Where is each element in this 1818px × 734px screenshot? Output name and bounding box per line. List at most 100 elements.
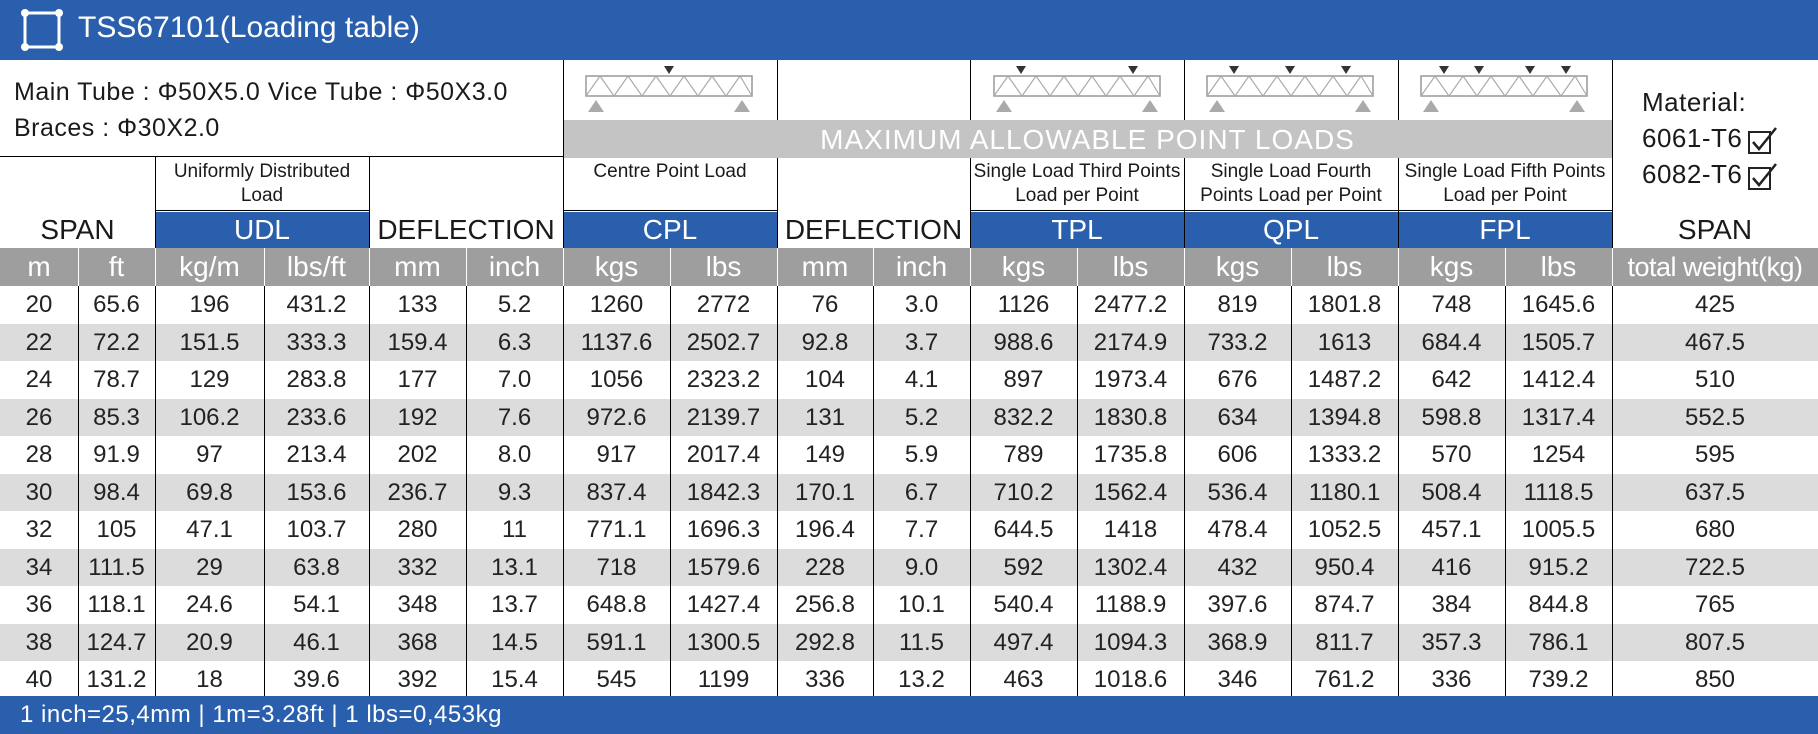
- table-cell: 65.6: [93, 291, 140, 318]
- table-cell: 1394.8: [1307, 403, 1382, 431]
- unit-label: lbs: [705, 251, 742, 282]
- table-cell: 457.1: [1421, 516, 1482, 543]
- table-cell: 368.9: [1207, 628, 1268, 656]
- table-cell: 540.4: [993, 591, 1054, 618]
- grid-line: [670, 286, 671, 696]
- grid-line: [1612, 286, 1613, 696]
- table-cell: 1052.5: [1307, 516, 1382, 543]
- grid-line: [970, 210, 1612, 211]
- table-cell: 761.2: [1314, 666, 1375, 693]
- table-cell: 22: [25, 328, 53, 356]
- table-cell: 2174.9: [1093, 328, 1168, 356]
- table-cell: 508.4: [1421, 478, 1482, 506]
- table-cell: 710.2: [993, 478, 1054, 506]
- table-cell: 1300.5: [686, 628, 761, 656]
- unit-label: mm: [801, 251, 849, 282]
- table-cell: 9.0: [904, 553, 939, 581]
- table-cell: 129: [189, 366, 230, 393]
- table-cell: 648.8: [586, 591, 647, 618]
- table-cell: 837.4: [586, 478, 647, 506]
- table-cell: 1302.4: [1093, 553, 1168, 581]
- table-cell: 416: [1431, 553, 1472, 581]
- table-cell: 917: [596, 441, 637, 468]
- grid-line: [670, 248, 671, 286]
- table-cell: 850: [1694, 666, 1736, 693]
- table-cell: 915.2: [1528, 553, 1589, 581]
- table-row: 40 131.2 18 39.6 392 15.4 545 1199 336 13.2 463 101…: [0, 661, 1818, 699]
- cpl-description: Centre Point Load: [593, 161, 747, 182]
- cpl-header: CPL: [563, 212, 777, 248]
- table-cell: 807.5: [1684, 628, 1746, 656]
- grid-line: [155, 248, 156, 286]
- table-cell: 18: [196, 666, 223, 693]
- table-cell: 718: [596, 553, 637, 581]
- page-title: TSS67101(Loading table): [78, 11, 420, 44]
- table-cell: 92.8: [801, 328, 849, 356]
- table-row: 22 72.2 151.5 333.3 159.4 6.3 1137.6 2502.7 92.8…: [0, 323, 1818, 361]
- grid-line: [466, 286, 467, 696]
- grid-line: [1505, 286, 1506, 696]
- table-cell: 13.1: [491, 553, 538, 581]
- table-cell: 748: [1431, 291, 1472, 318]
- table-cell: 6.3: [497, 328, 532, 356]
- grid-line: [155, 210, 369, 211]
- table-cell: 1199: [697, 666, 750, 693]
- table-cell: 26: [25, 403, 53, 431]
- table-cell: 111.5: [88, 553, 145, 581]
- table-cell: 196: [189, 291, 230, 318]
- unit-label: lbs/ft: [286, 251, 347, 282]
- grid-line: [970, 60, 971, 120]
- table-cell: 644.5: [993, 516, 1054, 543]
- table-cell: 149: [804, 441, 846, 468]
- table-cell: 2772: [696, 291, 751, 318]
- table-cell: 786.1: [1528, 628, 1589, 656]
- table-row: 32 105 47.1 103.7 280 11 771.1 1696.3 196.4 7.7 64…: [0, 511, 1818, 549]
- qpl-header: QPL: [1262, 214, 1320, 245]
- table-cell: 8.0: [497, 441, 532, 468]
- udl-header: UDL: [155, 212, 369, 248]
- table-cell: 1579.6: [686, 553, 761, 581]
- grid-line: [369, 156, 370, 248]
- table-cell: 133: [397, 291, 438, 318]
- table-cell: 1505.7: [1521, 328, 1596, 356]
- fifth-points-load-diagram: [1420, 66, 1588, 112]
- table-cell: 357.3: [1421, 628, 1482, 656]
- table-cell: 106.2: [179, 403, 240, 431]
- table-cell: 20.9: [186, 628, 233, 656]
- table-cell: 552.5: [1684, 403, 1746, 431]
- grid-line: [78, 248, 79, 286]
- table-cell: 3.0: [904, 291, 939, 318]
- grid-line: [1398, 248, 1399, 286]
- table-cell: 1094.3: [1093, 628, 1168, 656]
- grid-line: [369, 248, 370, 286]
- table-cell: 192: [397, 403, 438, 431]
- table-cell: 384: [1431, 591, 1472, 618]
- unit-row: m ft kg/m lbs/ft mm inch kgs lbs mm inch kgs lbs kgs…: [0, 248, 1818, 286]
- table-cell: 131.2: [86, 666, 147, 693]
- spec-main-tube: Main Tube : Φ50X5.0 Vice Tube : Φ50X3.0: [14, 78, 508, 106]
- table-cell: 819: [1217, 291, 1258, 318]
- grid-line: [264, 248, 265, 286]
- table-cell: 1126: [997, 291, 1050, 318]
- grid-line: [1184, 248, 1185, 286]
- table-cell: 236.7: [387, 478, 448, 506]
- table-cell: 292.8: [794, 628, 856, 656]
- table-cell: 1973.4: [1093, 366, 1168, 393]
- grid-line: [873, 248, 874, 286]
- table-cell: 1260: [589, 291, 644, 318]
- table-cell: 1613: [1317, 328, 1372, 356]
- table-cell: 333.3: [286, 328, 347, 356]
- table-cell: 97: [196, 441, 223, 468]
- table-cell: 2477.2: [1093, 291, 1168, 318]
- tpl-qpl-fpl-band: [970, 212, 1612, 248]
- table-cell: 2323.2: [686, 366, 761, 393]
- table-cell: 228: [804, 553, 846, 581]
- unit-label: inch: [488, 251, 541, 282]
- unit-label: kgs: [1001, 251, 1046, 282]
- table-cell: 680: [1694, 516, 1736, 543]
- table-cell: 1842.3: [686, 478, 761, 506]
- fpl-description: Single Load Fifth Points Load per Point: [1404, 161, 1606, 206]
- unit-label: lbs: [1112, 251, 1149, 282]
- table-cell: 637.5: [1684, 478, 1746, 506]
- unit-label: kgs: [594, 251, 639, 282]
